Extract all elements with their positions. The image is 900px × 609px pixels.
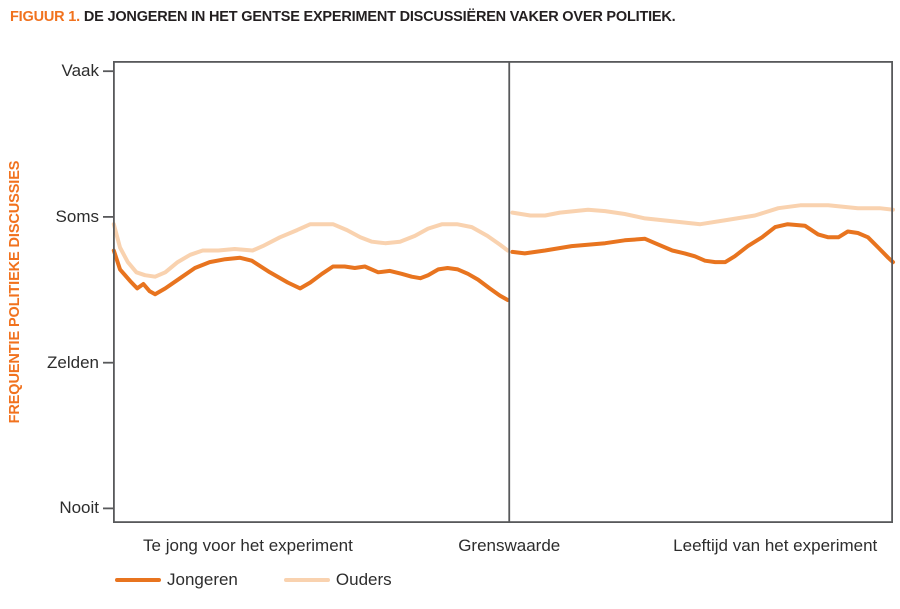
plot-area [103,60,895,524]
y-tick-label-vaak: Vaak [61,61,100,81]
figure-title-text: DE JONGEREN IN HET GENTSE EXPERIMENT DIS… [83,9,676,25]
x-axis-label-te-jong-voor-het-experiment: Te jong voor het experiment [143,536,353,555]
figure-number-label: FIGUUR 1. [10,9,80,25]
legend-label-ouders: Ouders [335,570,392,589]
legend-swatch-jongeren [115,578,161,582]
y-tick-label-soms: Soms [55,206,99,226]
series-line-ouders-segment-1 [111,222,510,279]
x-axis-label-leeftijd-van-het-experiment: Leeftijd van het experiment [673,536,878,555]
legend: Jongeren Ouders [115,569,392,591]
legend-label-jongeren: Jongeren [167,570,238,589]
series-line-ouders-segment-2 [510,203,895,227]
legend-item-jongeren: Jongeren [115,570,238,590]
legend-item-ouders: Ouders [283,570,392,590]
figure-title: FIGUUR 1. DE JONGEREN IN HET GENTSE EXPER… [10,8,890,26]
y-tick-label-zelden: Zelden [47,352,99,372]
y-axis-title: FREQUENTIE POLITIEKE DISCUSSIES [7,160,23,424]
legend-swatch-ouders [283,578,330,582]
plot-border [112,60,894,524]
y-tick-label-nooit: Nooit [59,498,99,518]
x-axis-label-grenswaarde: Grenswaarde [458,536,561,555]
series-line-jongeren-segment-2 [510,222,895,265]
series-line-jongeren-segment-1 [111,248,510,302]
